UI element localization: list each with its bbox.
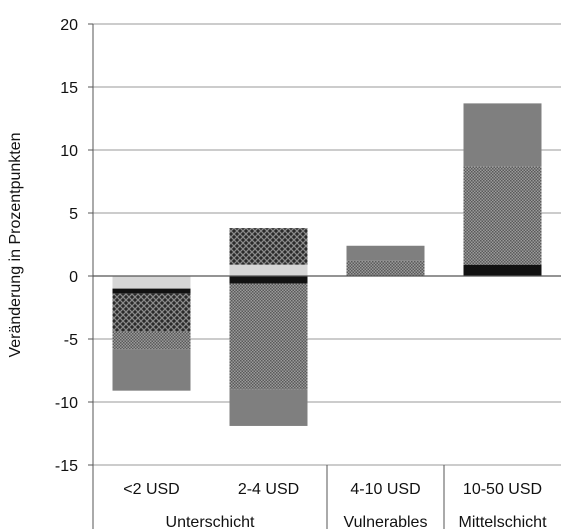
bar-segment-fine-dots <box>112 331 191 350</box>
bar-segment-black <box>229 276 308 284</box>
x-tick-label: <2 USD <box>123 481 179 498</box>
y-tick-label: 5 <box>69 206 78 223</box>
x-tick-label: 2-4 USD <box>238 481 299 498</box>
y-tick-label: 0 <box>69 269 78 286</box>
y-tick-label: -15 <box>55 458 78 475</box>
y-axis-label: Veränderung in Prozentpunkten <box>7 132 24 357</box>
bar-segment-fine-dots <box>229 283 308 390</box>
group-label: Vulnerables <box>344 514 428 529</box>
y-tick-label: 20 <box>60 17 78 34</box>
bar-segment-light-gray <box>112 276 191 289</box>
bar-segment-black <box>463 264 542 276</box>
bar-segment-light-gray <box>229 264 308 276</box>
bar-segment-gray <box>463 103 542 167</box>
group-label: Mittelschicht <box>458 514 547 529</box>
x-tick-label: 4-10 USD <box>350 481 420 498</box>
x-tick-label: 10-50 USD <box>463 481 542 498</box>
tick-labels: 20 15 10 5 0 -5 -10 -15 <2 USD 2-4 USD 4-10 USD 10-… <box>55 17 547 529</box>
bar-segment-crosshatch <box>112 293 191 332</box>
group-label: Unterschicht <box>166 514 255 529</box>
axes <box>88 23 561 529</box>
bar-segment-gray <box>112 349 191 391</box>
bar-segment-black <box>112 288 191 294</box>
y-tick-label: 10 <box>60 143 78 160</box>
y-tick-label: -5 <box>64 332 78 349</box>
bar-segment-crosshatch <box>229 228 308 265</box>
y-tick-label: 15 <box>60 80 78 97</box>
y-tick-label: -10 <box>55 395 78 412</box>
bar-segment-fine-dots <box>463 166 542 265</box>
bar-segment-gray <box>346 245 425 261</box>
bar-segment-fine-dots <box>346 260 425 276</box>
bar-segment-gray <box>229 389 308 426</box>
bars <box>112 103 542 426</box>
